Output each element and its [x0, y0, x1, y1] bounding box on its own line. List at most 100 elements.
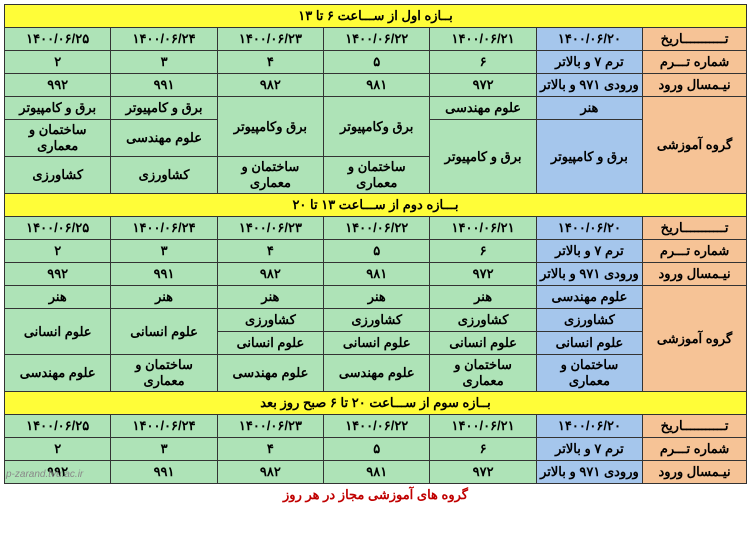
b2-g-c2-2: علوم انسانی	[430, 332, 536, 355]
b1-g-c6-0: برق و کامپیوتر	[5, 97, 111, 120]
b1-g-c1-1: برق و کامپیوتر	[536, 120, 642, 194]
b1-date-1: ۱۴۰۰/۰۶/۲۱	[430, 28, 536, 51]
b2-term-0: ترم ۷ و بالاتر	[536, 240, 642, 263]
label-date-3: تـــــــــــاریخ	[643, 415, 747, 438]
b3-entry-3: ۹۸۲	[217, 461, 323, 484]
label-entry: نیـمسال ورود	[643, 74, 747, 97]
band2-title: بـــازه دوم از ســـاعت ۱۳ تا ۲۰	[5, 194, 747, 217]
b3-term-2: ۵	[324, 438, 430, 461]
b2-g-c3-3: علوم مهندسی	[324, 355, 430, 392]
b3-entry-0: ورودی ۹۷۱ و بالاتر	[536, 461, 642, 484]
b1-term-3: ۴	[217, 51, 323, 74]
label-group-2: گروه آموزشی	[643, 286, 747, 392]
b2-g-c1-1: کشاورزی	[536, 309, 642, 332]
b2-g-c6-0: هنر	[5, 286, 111, 309]
b1-entry-1: ۹۷۲	[430, 74, 536, 97]
b1-term-1: ۶	[430, 51, 536, 74]
b3-date-4: ۱۴۰۰/۰۶/۲۴	[111, 415, 217, 438]
b2-g-c3-1: کشاورزی	[324, 309, 430, 332]
b1-term-2: ۵	[324, 51, 430, 74]
band3-title: بــازه سوم از ســـاعت ۲۰ تا ۶ صبح روز بع…	[5, 392, 747, 415]
label-date: تـــــــــــاریخ	[643, 28, 747, 51]
b2-g-c4-3: علوم مهندسی	[217, 355, 323, 392]
b1-entry-3: ۹۸۲	[217, 74, 323, 97]
b3-term-0: ترم ۷ و بالاتر	[536, 438, 642, 461]
label-entry-3: نیـمسال ورود	[643, 461, 747, 484]
b2-g-c6-2: علوم مهندسی	[5, 355, 111, 392]
b3-term-4: ۳	[111, 438, 217, 461]
b2-entry-1: ۹۷۲	[430, 263, 536, 286]
b3-entry-4: ۹۹۱	[111, 461, 217, 484]
b2-date-1: ۱۴۰۰/۰۶/۲۱	[430, 217, 536, 240]
b2-term-2: ۵	[324, 240, 430, 263]
label-term-2: شماره تـــرم	[643, 240, 747, 263]
label-group: گروه آموزشی	[643, 97, 747, 194]
b1-g-c5-1: علوم مهندسی	[111, 120, 217, 157]
b2-g-c1-2: علوم انسانی	[536, 332, 642, 355]
b2-term-4: ۳	[111, 240, 217, 263]
b2-g-c3-2: علوم انسانی	[324, 332, 430, 355]
b1-entry-5: ۹۹۲	[5, 74, 111, 97]
b2-g-c4-1: کشاورزی	[217, 309, 323, 332]
b2-g-c4-0: هنر	[217, 286, 323, 309]
b2-g-c2-0: هنر	[430, 286, 536, 309]
b2-g-c5-0: هنر	[111, 286, 217, 309]
b3-date-2: ۱۴۰۰/۰۶/۲۲	[324, 415, 430, 438]
b2-g-c3-0: هنر	[324, 286, 430, 309]
b2-entry-2: ۹۸۱	[324, 263, 430, 286]
b2-date-0: ۱۴۰۰/۰۶/۲۰	[536, 217, 642, 240]
b2-g-c2-3: ساختمان و معماری	[430, 355, 536, 392]
b2-entry-5: ۹۹۲	[5, 263, 111, 286]
b2-entry-4: ۹۹۱	[111, 263, 217, 286]
b3-date-5: ۱۴۰۰/۰۶/۲۵	[5, 415, 111, 438]
b1-g-c3-1: ساختمان و معماری	[324, 157, 430, 194]
b3-entry-1: ۹۷۲	[430, 461, 536, 484]
b1-term-4: ۳	[111, 51, 217, 74]
b3-date-1: ۱۴۰۰/۰۶/۲۱	[430, 415, 536, 438]
band1-title: بــازه اول از ســـاعت ۶ تا ۱۳	[5, 5, 747, 28]
b1-date-5: ۱۴۰۰/۰۶/۲۵	[5, 28, 111, 51]
b2-g-c5-1: علوم انسانی	[111, 309, 217, 355]
b2-date-3: ۱۴۰۰/۰۶/۲۳	[217, 217, 323, 240]
b1-date-3: ۱۴۰۰/۰۶/۲۳	[217, 28, 323, 51]
b2-entry-3: ۹۸۲	[217, 263, 323, 286]
footer-note: گروه های آموزشی مجاز در هر روز	[5, 484, 747, 507]
b2-g-c6-1: علوم انسانی	[5, 309, 111, 355]
b2-g-c1-3: ساختمان و معماری	[536, 355, 642, 392]
b2-g-c1-0: علوم مهندسی	[536, 286, 642, 309]
b2-date-5: ۱۴۰۰/۰۶/۲۵	[5, 217, 111, 240]
b1-g-c2-1: برق و کامپیوتر	[430, 120, 536, 194]
b1-g-c6-1: ساختمان و معماری	[5, 120, 111, 157]
b1-g-c6-2: کشاورزی	[5, 157, 111, 194]
label-term-3: شماره تـــرم	[643, 438, 747, 461]
b1-entry-0: ورودی ۹۷۱ و بالاتر	[536, 74, 642, 97]
b2-date-4: ۱۴۰۰/۰۶/۲۴	[111, 217, 217, 240]
b1-g-c5-0: برق و کامپیوتر	[111, 97, 217, 120]
b1-term-5: ۲	[5, 51, 111, 74]
b2-term-5: ۲	[5, 240, 111, 263]
b1-g-c4-0: برق وکامپیوتر	[217, 97, 323, 157]
b2-term-3: ۴	[217, 240, 323, 263]
b3-term-5: ۲	[5, 438, 111, 461]
watermark: p-zarand.tvu.ac.ir	[6, 469, 83, 480]
b1-date-4: ۱۴۰۰/۰۶/۲۴	[111, 28, 217, 51]
b1-date-0: ۱۴۰۰/۰۶/۲۰	[536, 28, 642, 51]
b1-g-c2-0: علوم مهندسی	[430, 97, 536, 120]
b2-date-2: ۱۴۰۰/۰۶/۲۲	[324, 217, 430, 240]
b1-g-c3-0: برق وکامپیوتر	[324, 97, 430, 157]
b2-term-1: ۶	[430, 240, 536, 263]
b1-g-c4-1: ساختمان و معماری	[217, 157, 323, 194]
schedule-table: بــازه اول از ســـاعت ۶ تا ۱۳ تـــــــــ…	[4, 4, 747, 506]
b2-g-c2-1: کشاورزی	[430, 309, 536, 332]
label-date-2: تـــــــــــاریخ	[643, 217, 747, 240]
b3-date-3: ۱۴۰۰/۰۶/۲۳	[217, 415, 323, 438]
b2-g-c5-2: ساختمان و معماری	[111, 355, 217, 392]
b3-date-0: ۱۴۰۰/۰۶/۲۰	[536, 415, 642, 438]
b3-term-3: ۴	[217, 438, 323, 461]
label-term: شماره تـــرم	[643, 51, 747, 74]
label-entry-2: نیـمسال ورود	[643, 263, 747, 286]
b2-g-c4-2: علوم انسانی	[217, 332, 323, 355]
b1-entry-2: ۹۸۱	[324, 74, 430, 97]
b2-entry-0: ورودی ۹۷۱ و بالاتر	[536, 263, 642, 286]
b1-term-0: ترم ۷ و بالاتر	[536, 51, 642, 74]
